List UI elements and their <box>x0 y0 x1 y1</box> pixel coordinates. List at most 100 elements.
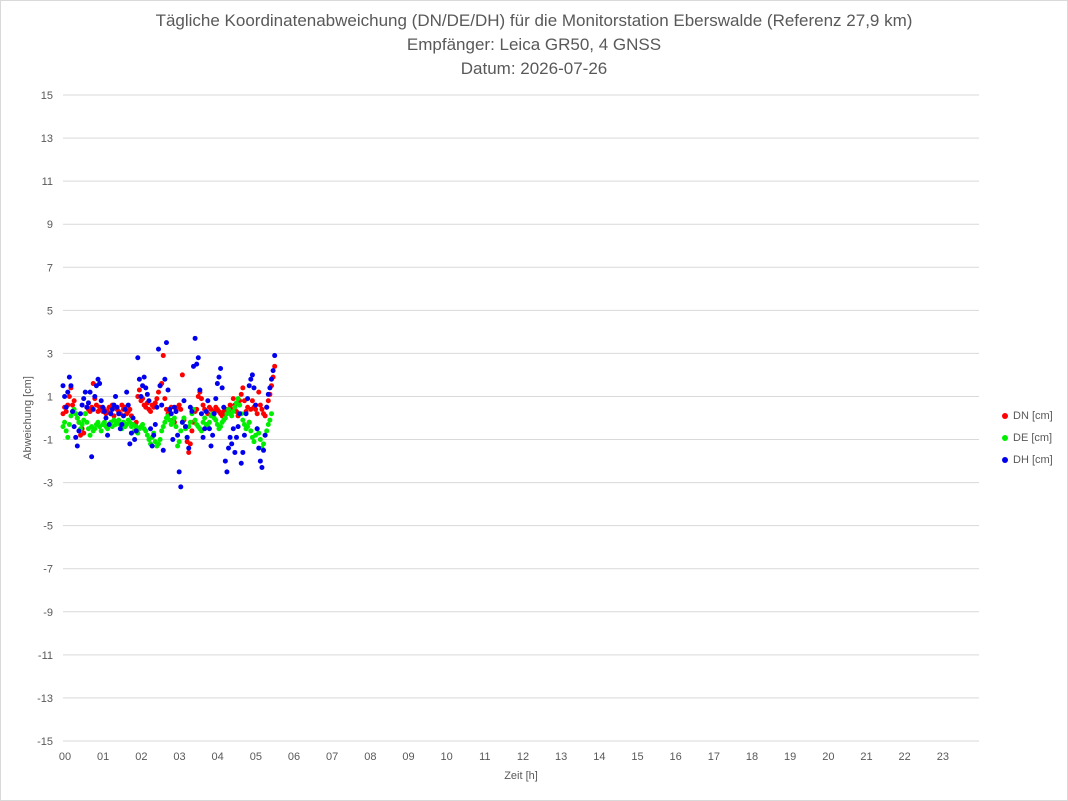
data-point <box>176 402 182 408</box>
data-point <box>116 417 122 423</box>
data-point <box>78 411 84 417</box>
data-point <box>173 424 179 430</box>
data-point <box>171 404 177 410</box>
data-point <box>159 402 165 408</box>
data-point <box>179 372 185 378</box>
data-point <box>144 391 150 397</box>
gridlines <box>63 94 979 742</box>
x-tick-label: 20 <box>822 751 834 763</box>
legend-label: DE [cm] <box>1013 432 1053 444</box>
data-point <box>151 432 157 438</box>
data-point <box>108 411 114 417</box>
data-point <box>222 415 228 421</box>
data-point <box>101 419 107 425</box>
data-point <box>206 426 212 432</box>
data-point <box>230 396 236 402</box>
chart-title: Tägliche Koordinatenabweichung (DN/DE/DH… <box>155 11 913 30</box>
x-tick-label: 22 <box>899 751 911 763</box>
data-point <box>68 413 74 419</box>
legend-marker <box>1002 413 1008 419</box>
data-point <box>127 406 133 412</box>
legend-label: DN [cm] <box>1013 410 1053 422</box>
data-point <box>221 404 227 410</box>
data-point <box>62 419 68 425</box>
data-point <box>65 434 71 440</box>
data-point <box>251 385 257 391</box>
y-tick-label: -5 <box>43 521 53 533</box>
data-point <box>89 454 95 460</box>
data-point <box>256 445 262 451</box>
data-point <box>211 411 217 417</box>
data-point <box>136 376 142 382</box>
data-point <box>63 404 69 410</box>
data-point <box>254 411 260 417</box>
data-point <box>62 393 68 399</box>
y-tick-label: 13 <box>41 133 53 145</box>
y-tick-label: -1 <box>43 435 53 447</box>
data-point <box>101 409 107 415</box>
data-point <box>167 406 173 412</box>
y-axis-title: Abweichung [cm] <box>22 376 34 460</box>
data-point <box>105 426 111 432</box>
data-point <box>206 419 212 425</box>
x-tick-label: 23 <box>937 751 949 763</box>
data-point <box>95 419 101 425</box>
data-point <box>160 353 166 359</box>
data-point <box>197 387 203 393</box>
data-point <box>66 374 72 380</box>
y-tick-label: -13 <box>37 693 53 705</box>
data-point <box>143 385 149 391</box>
data-point <box>155 346 161 352</box>
x-tick-label: 06 <box>288 751 300 763</box>
data-point <box>259 406 265 412</box>
data-point <box>267 385 273 391</box>
data-point <box>160 424 166 430</box>
data-point <box>264 404 270 410</box>
data-point <box>187 404 193 410</box>
data-point <box>175 432 181 438</box>
data-point <box>203 409 209 415</box>
data-point <box>130 415 136 421</box>
data-point <box>175 443 181 449</box>
data-point <box>265 421 271 427</box>
data-point <box>66 421 72 427</box>
y-tick-label: 15 <box>41 90 53 102</box>
data-point <box>245 424 251 430</box>
data-point <box>187 441 193 447</box>
x-tick-label: 19 <box>784 751 796 763</box>
data-point <box>95 376 101 382</box>
data-point <box>119 421 125 427</box>
y-tick-label: 9 <box>47 219 53 231</box>
data-point <box>235 396 241 402</box>
data-point <box>249 398 255 404</box>
data-point <box>141 374 147 380</box>
y-tick-label: -7 <box>43 564 53 576</box>
data-point <box>233 434 239 440</box>
data-point <box>97 381 103 387</box>
data-point <box>178 406 184 412</box>
data-point <box>136 387 142 393</box>
data-point <box>195 355 201 361</box>
data-point <box>157 383 163 389</box>
data-point <box>205 398 211 404</box>
y-tick-label: 1 <box>47 391 53 403</box>
data-point <box>178 428 184 434</box>
data-point <box>257 402 263 408</box>
data-point <box>60 424 66 430</box>
x-tick-label: 01 <box>97 751 109 763</box>
data-point <box>270 368 276 374</box>
data-point <box>210 432 216 438</box>
data-point <box>194 361 200 367</box>
data-point <box>187 419 193 425</box>
data-point <box>189 428 195 434</box>
data-point <box>253 406 259 412</box>
data-point <box>179 419 185 425</box>
data-point <box>202 415 208 421</box>
x-tick-label: 21 <box>860 751 872 763</box>
data-point <box>170 437 176 443</box>
data-point <box>132 437 138 443</box>
data-point <box>82 389 88 395</box>
data-point <box>176 469 182 475</box>
data-point <box>256 389 262 395</box>
